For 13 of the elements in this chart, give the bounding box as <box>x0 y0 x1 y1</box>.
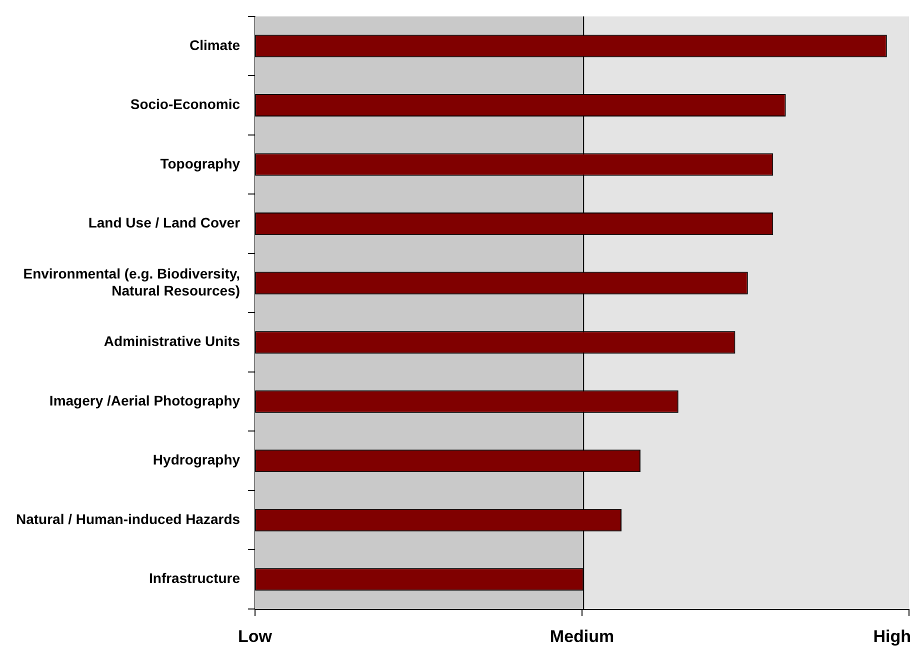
y-tick-label: Imagery /Aerial Photography <box>49 392 240 408</box>
y-tick-label: Topography <box>160 155 240 172</box>
y-tick-label: Socio-Economic <box>130 96 240 112</box>
text: Low <box>238 627 273 646</box>
y-tick-label: Environmental (e.g. Biodiversity, Natural Resources) <box>23 266 240 298</box>
text: Medium <box>550 627 614 646</box>
y-tick-label: Climate <box>189 36 240 53</box>
y-tick-label: Natural / Human-induced Hazards <box>16 510 240 527</box>
y-tick-label: Infrastructure <box>149 570 240 586</box>
text: High <box>873 627 912 646</box>
y-tick-label: Administrative Units <box>104 333 240 350</box>
y-tick-label: Hydrography <box>152 452 240 468</box>
y-tick-label: Land Use / Land Cover <box>88 214 241 231</box>
